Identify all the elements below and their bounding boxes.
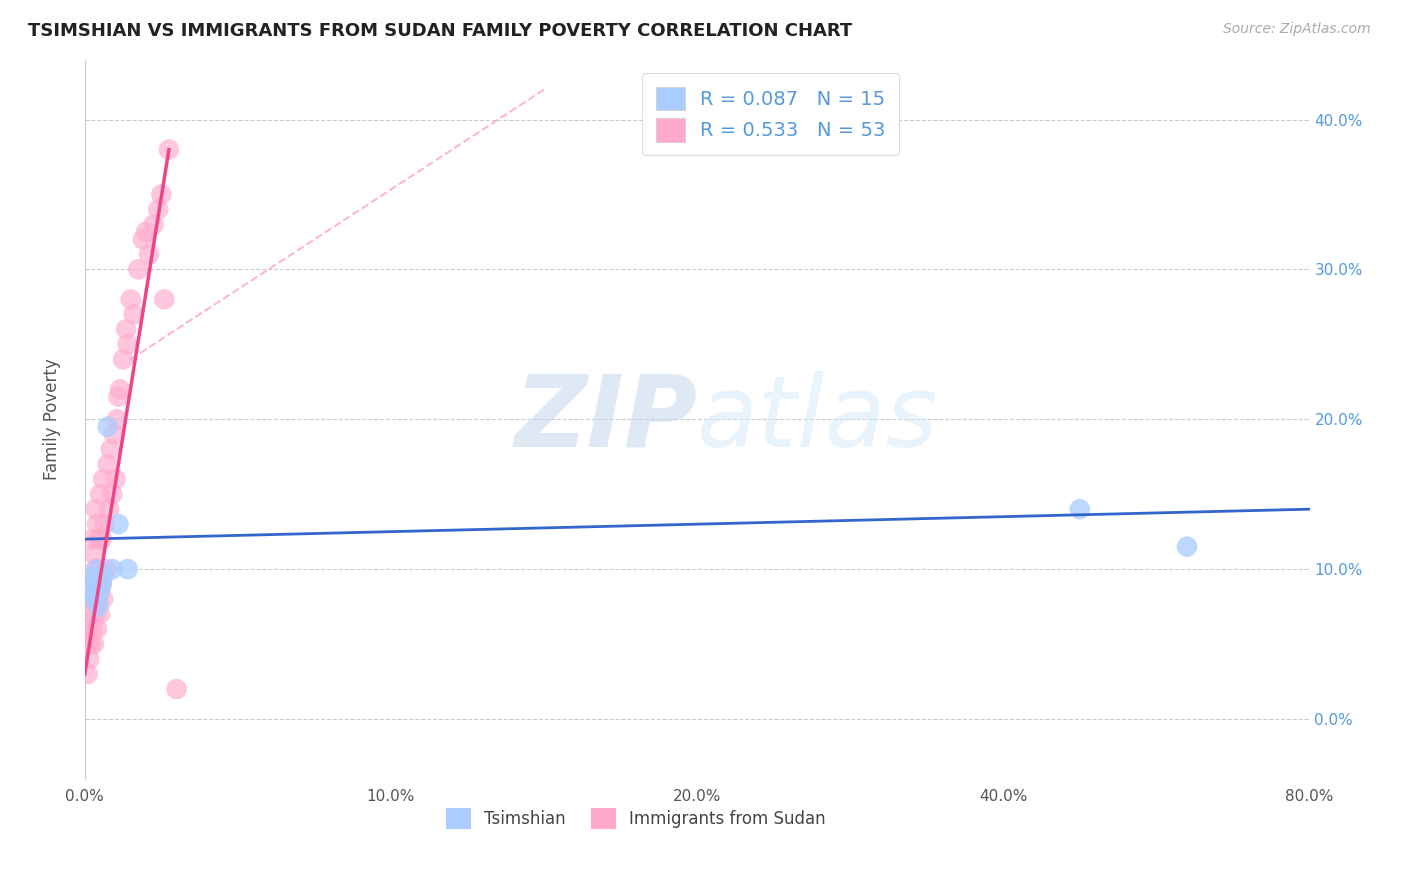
- Point: [1069, 502, 1091, 516]
- Point: [127, 262, 149, 277]
- Point: [148, 202, 170, 217]
- Point: [105, 412, 128, 426]
- Point: [91, 592, 114, 607]
- Point: [91, 569, 114, 583]
- Point: [80, 637, 103, 651]
- Point: [86, 577, 108, 591]
- Point: [97, 457, 120, 471]
- Point: [115, 322, 138, 336]
- Point: [91, 472, 114, 486]
- Point: [108, 382, 131, 396]
- Point: [86, 517, 108, 532]
- Point: [120, 293, 142, 307]
- Point: [76, 622, 98, 636]
- Point: [79, 652, 101, 666]
- Point: [83, 592, 105, 607]
- Point: [107, 517, 129, 532]
- Point: [98, 502, 121, 516]
- Point: [75, 637, 97, 651]
- Point: [101, 562, 124, 576]
- Point: [82, 622, 104, 636]
- Point: [87, 532, 110, 546]
- Point: [90, 532, 112, 546]
- Point: [76, 667, 98, 681]
- Point: [104, 472, 127, 486]
- Point: [1175, 540, 1198, 554]
- Point: [107, 390, 129, 404]
- Point: [80, 592, 103, 607]
- Point: [84, 502, 107, 516]
- Point: [166, 681, 188, 696]
- Point: [122, 307, 145, 321]
- Point: [101, 487, 124, 501]
- Point: [138, 247, 160, 261]
- Point: [87, 599, 110, 614]
- Point: [83, 592, 105, 607]
- Point: [84, 577, 107, 591]
- Point: [84, 562, 107, 576]
- Point: [79, 607, 101, 621]
- Point: [90, 577, 112, 591]
- Point: [157, 143, 180, 157]
- Point: [86, 622, 108, 636]
- Text: atlas: atlas: [697, 371, 939, 467]
- Point: [80, 584, 103, 599]
- Point: [142, 218, 165, 232]
- Point: [89, 487, 111, 501]
- Point: [93, 517, 115, 532]
- Point: [100, 442, 122, 457]
- Point: [135, 225, 157, 239]
- Point: [84, 607, 107, 621]
- Text: Source: ZipAtlas.com: Source: ZipAtlas.com: [1223, 22, 1371, 37]
- Point: [86, 562, 108, 576]
- Point: [90, 577, 112, 591]
- Point: [87, 592, 110, 607]
- Point: [132, 232, 155, 246]
- Point: [82, 569, 104, 583]
- Point: [89, 584, 111, 599]
- Point: [117, 337, 139, 351]
- Point: [150, 187, 173, 202]
- Point: [83, 637, 105, 651]
- Legend: Tsimshian, Immigrants from Sudan: Tsimshian, Immigrants from Sudan: [439, 802, 832, 835]
- Text: TSIMSHIAN VS IMMIGRANTS FROM SUDAN FAMILY POVERTY CORRELATION CHART: TSIMSHIAN VS IMMIGRANTS FROM SUDAN FAMIL…: [28, 22, 852, 40]
- Point: [96, 562, 118, 576]
- Text: ZIP: ZIP: [515, 371, 697, 467]
- Point: [103, 427, 125, 442]
- Point: [83, 547, 105, 561]
- Point: [82, 532, 104, 546]
- Point: [117, 562, 139, 576]
- Point: [89, 607, 111, 621]
- Point: [82, 577, 104, 591]
- Point: [153, 293, 176, 307]
- Point: [97, 419, 120, 434]
- Point: [111, 352, 134, 367]
- Y-axis label: Family Poverty: Family Poverty: [44, 359, 60, 480]
